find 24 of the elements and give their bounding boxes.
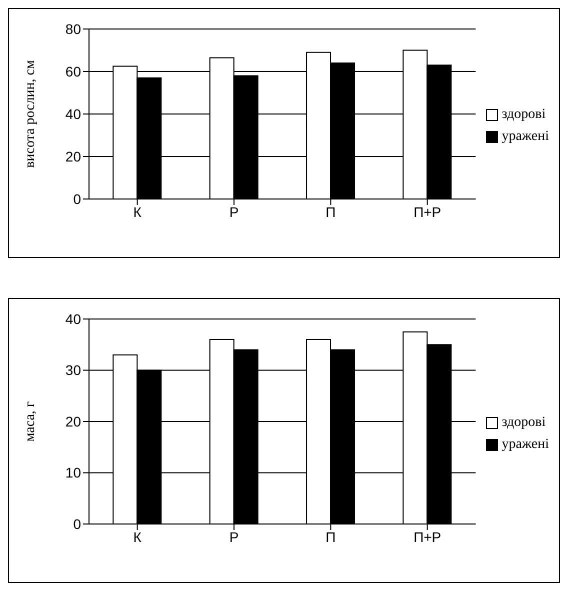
y-axis-title: висота рослин, см xyxy=(22,60,38,168)
x-tick-label: Р xyxy=(229,204,239,220)
y-tick-label: 80 xyxy=(65,20,82,37)
y-axis-title: маса, г xyxy=(22,401,38,442)
y-tick-label: 60 xyxy=(65,63,82,80)
x-tick-label: К xyxy=(133,204,142,220)
y-tick-label: 20 xyxy=(65,148,82,164)
x-tick-label: П+Р xyxy=(414,528,442,545)
x-tick-label: П xyxy=(326,528,336,545)
x-tick-label: П xyxy=(326,204,336,220)
y-tick-label: 20 xyxy=(65,413,82,430)
y-tick-label: 0 xyxy=(73,190,82,207)
y-tick-label: 0 xyxy=(73,516,82,532)
x-tick-label: К xyxy=(133,528,142,545)
y-tick-label: 40 xyxy=(65,310,82,327)
x-tick-label: Р xyxy=(229,528,239,545)
legend-label: здорові xyxy=(502,107,546,123)
y-tick-label: 40 xyxy=(65,106,82,122)
y-tick-label: 30 xyxy=(65,362,82,378)
legend-label: уражені xyxy=(502,129,549,145)
legend-label: здорові xyxy=(502,414,546,430)
legend-label: уражені xyxy=(502,436,549,452)
y-tick-label: 10 xyxy=(65,464,82,481)
x-tick-label: П+Р xyxy=(414,204,442,220)
